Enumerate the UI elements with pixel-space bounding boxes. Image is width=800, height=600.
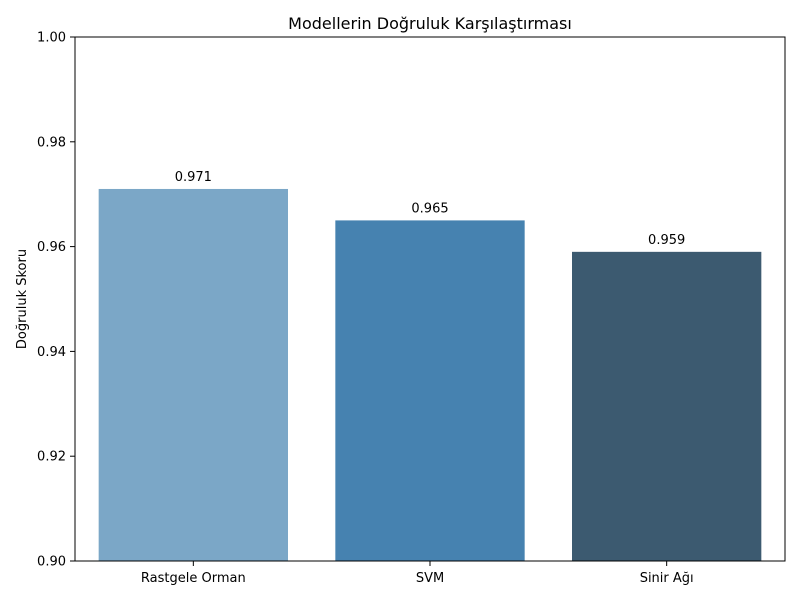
data-label: 0.965 [411,201,448,216]
y-tick-label: 0.92 [37,450,66,465]
y-tick-label: 0.96 [37,240,66,255]
bar [572,251,762,561]
x-tick-label: Rastgele Orman [141,571,246,586]
bar [98,188,289,561]
x-tick-label: SVM [416,571,444,586]
plot-frame [74,36,786,562]
y-axis-label: Doğruluk Skoru [15,249,30,349]
y-tick-label: 0.90 [37,555,66,570]
bar [335,220,525,561]
y-tick-label: 0.98 [37,135,66,150]
x-tick-label: Sinir Ağı [640,571,694,586]
data-label: 0.959 [648,233,685,248]
chart-title: Modellerin Doğruluk Karşılaştırması [288,14,572,33]
data-label: 0.971 [175,170,212,185]
y-tick-label: 1.00 [37,31,66,46]
y-tick-label: 0.94 [37,345,66,360]
